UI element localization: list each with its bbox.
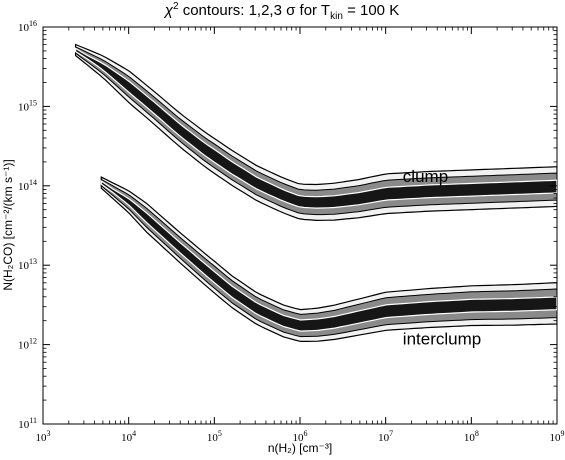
chart-title: χ2 contours: 1,2,3 σ for Tkin = 100 K: [163, 1, 399, 22]
y-tick-label: 1012: [18, 337, 37, 352]
annotation-clump: clump: [403, 167, 448, 186]
y-tick-label: 1011: [18, 416, 37, 431]
y-tick-labels: 1011 1012 1013 1014 1015 1016: [18, 19, 37, 431]
y-tick-label: 1016: [18, 19, 37, 34]
clump-2sigma-contour: [75, 46, 557, 216]
x-axis-label: n(H₂) [cm⁻³]: [268, 441, 332, 455]
y-tick-label: 1014: [18, 178, 37, 193]
x-tick-label: 106: [293, 429, 308, 444]
clump-1sigma-contour: [75, 47, 557, 209]
x-tick-label: 107: [378, 429, 393, 444]
x-tick-label: 104: [121, 429, 136, 444]
x-tick-label: 108: [464, 429, 479, 444]
y-axis-label: N(H₂CO) [cm⁻²/(km s⁻¹)]: [1, 159, 15, 290]
interclump-contour-group: [100, 176, 557, 342]
y-tick-label: 1015: [18, 98, 37, 113]
annotations: clump interclump: [403, 167, 481, 349]
x-tick-label: 109: [550, 429, 565, 444]
interclump-1sigma-contour: [100, 179, 557, 332]
x-tick-label: 103: [36, 429, 51, 444]
clump-contour-group: [75, 43, 557, 222]
clump-3sigma-contour: [75, 43, 557, 222]
x-tick-labels: 103 104 105 106 107 108 109: [36, 429, 565, 444]
x-tick-label: 105: [207, 429, 222, 444]
axis-ticks: [42, 26, 558, 425]
interclump-2sigma-contour: [100, 178, 557, 338]
annotation-interclump: interclump: [403, 330, 481, 349]
contour-layer: [75, 43, 557, 342]
y-tick-label: 1013: [18, 257, 37, 272]
